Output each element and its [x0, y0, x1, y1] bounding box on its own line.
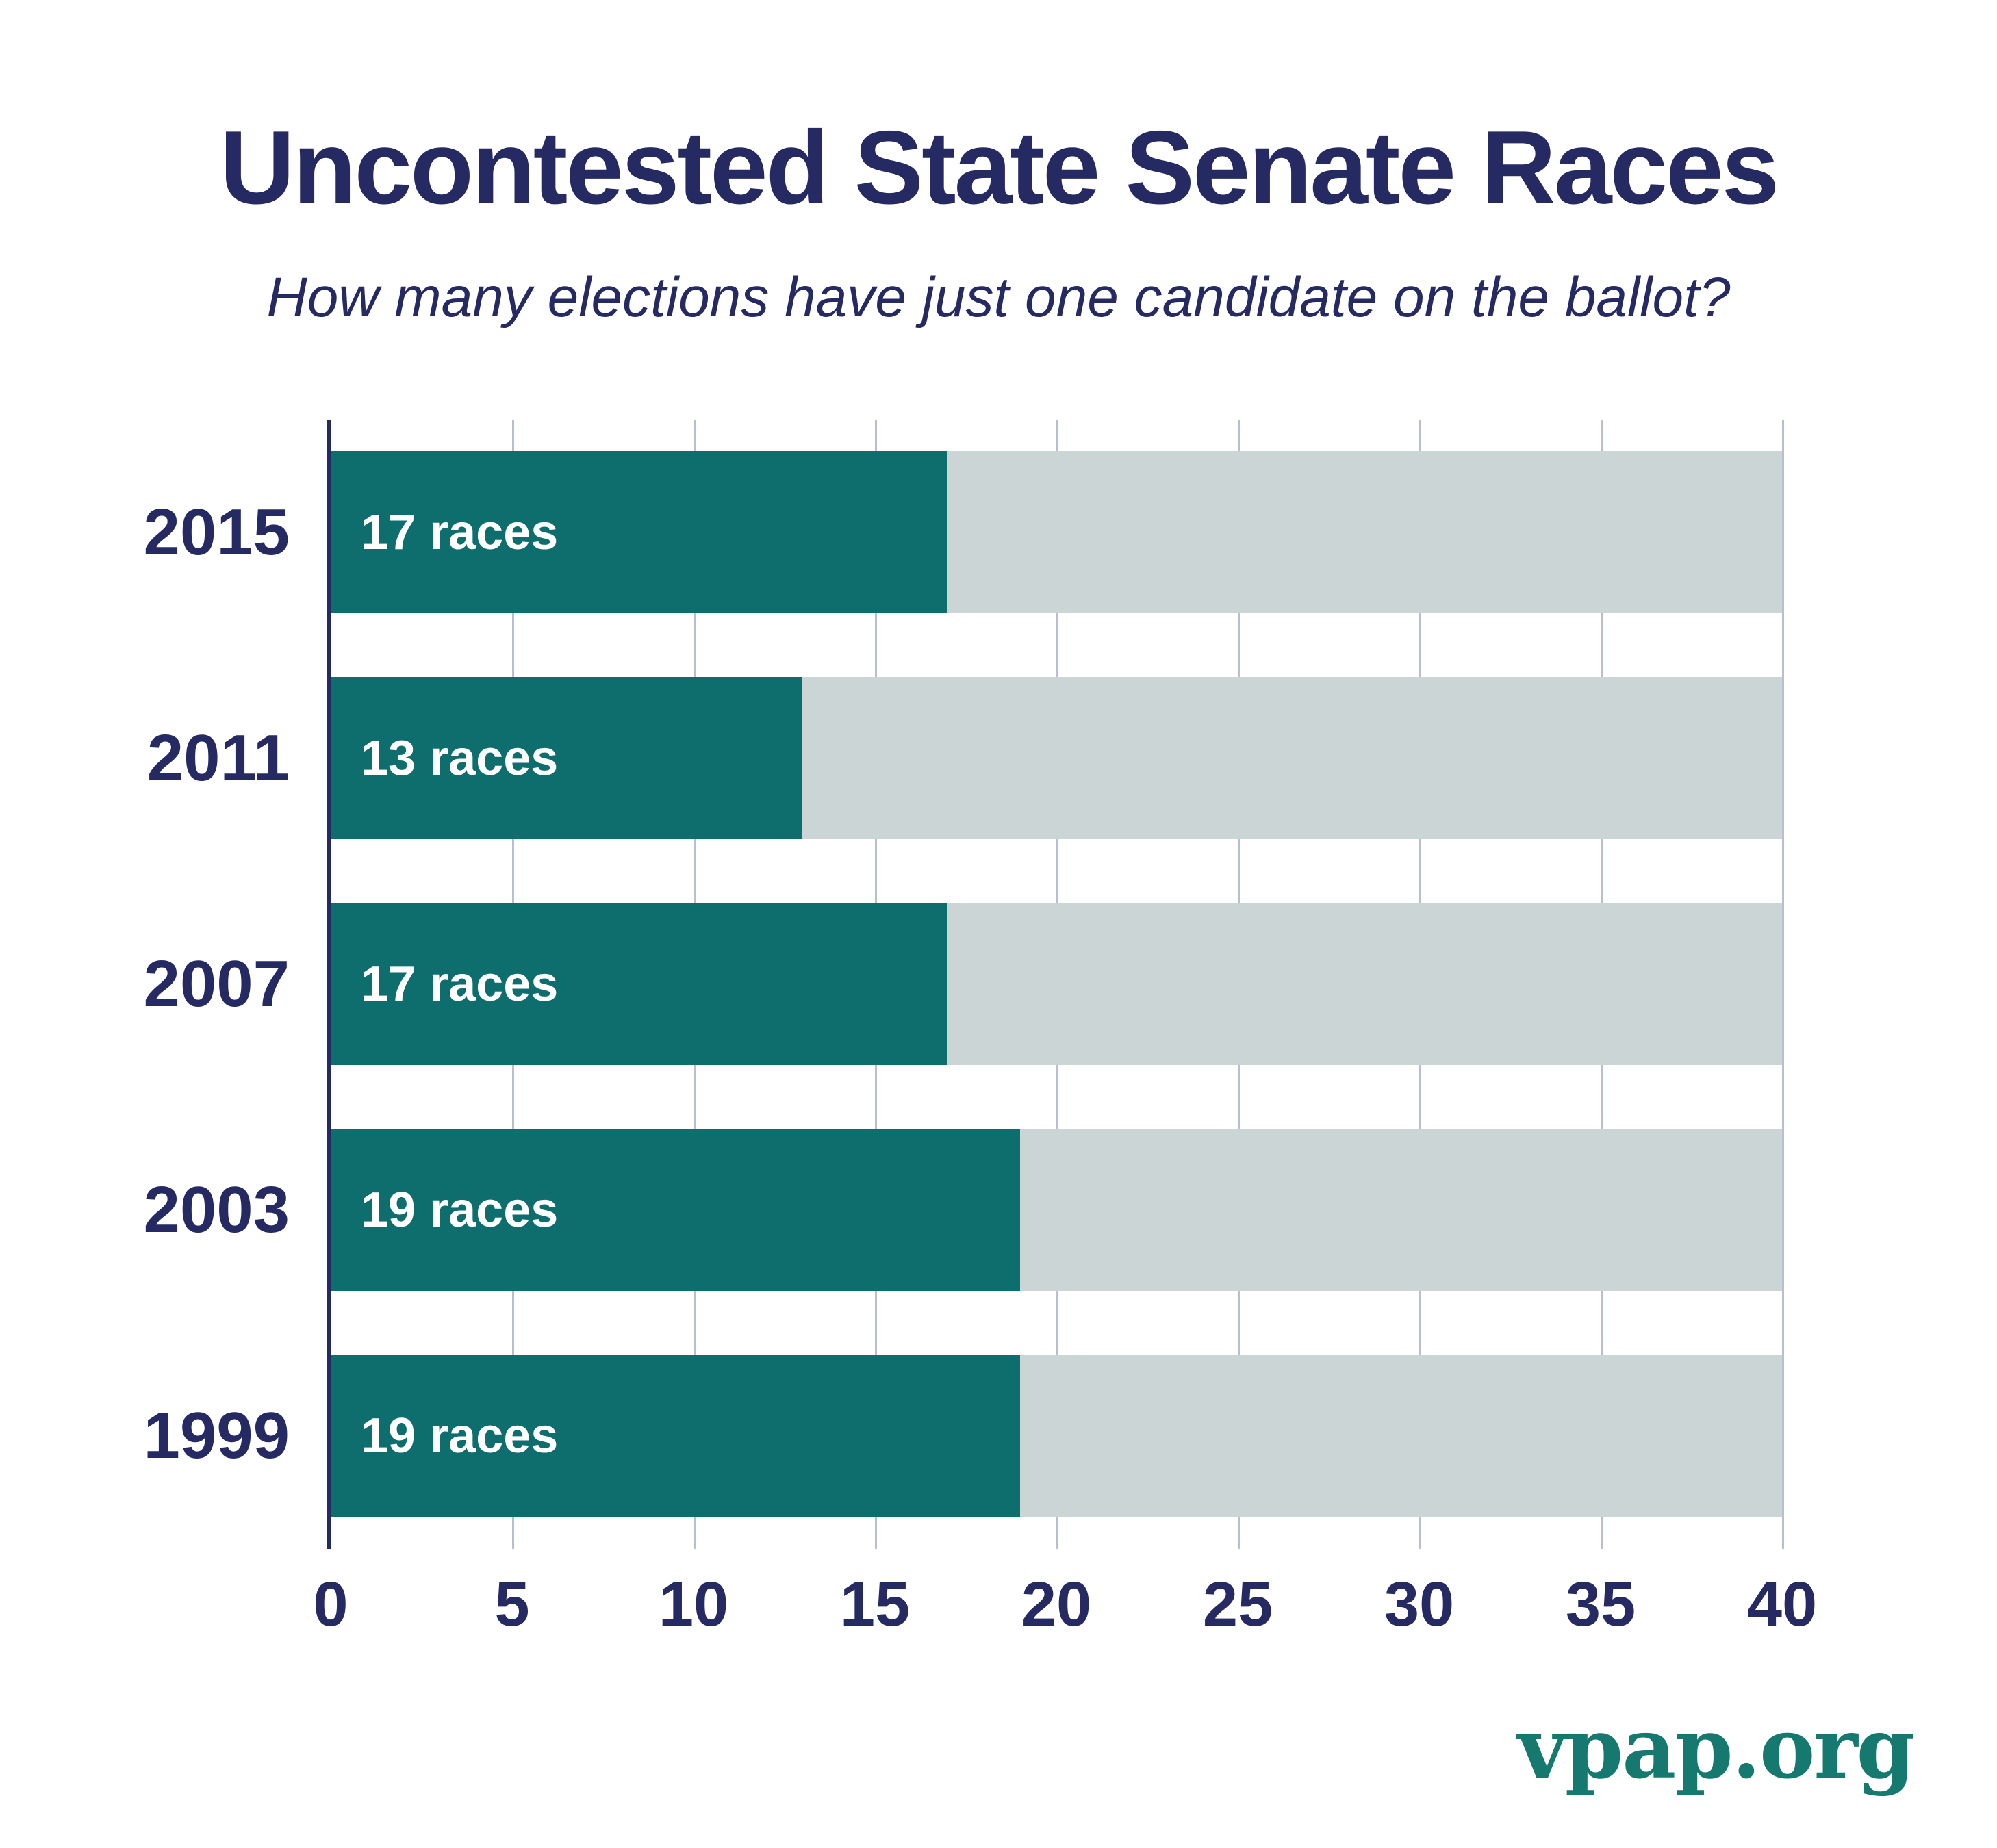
bar-value-label: 17 races [361, 504, 559, 560]
x-tick-label-30: 30 [1384, 1569, 1455, 1639]
bar-row-2011: 13 races [331, 677, 1782, 839]
gridline-40 [1782, 420, 1784, 1549]
bar-value-label: 19 races [361, 1182, 559, 1237]
vpap-logo: vpap.org [1518, 1699, 1915, 1797]
bar-fill-2015: 17 races [331, 451, 947, 613]
y-axis-line [327, 420, 331, 1549]
x-tick-label-20: 20 [1021, 1569, 1092, 1639]
bar-fill-1999: 19 races [331, 1355, 1020, 1517]
bar-value-label: 17 races [361, 956, 559, 1012]
plot-area: 17 races 13 races 17 races 19 races 19 races [327, 420, 1784, 1549]
x-tick-label-10: 10 [658, 1569, 729, 1639]
bar-row-1999: 19 races [331, 1355, 1782, 1517]
x-tick-label-15: 15 [839, 1569, 911, 1639]
x-tick-label-25: 25 [1202, 1569, 1273, 1639]
x-tick-label-35: 35 [1565, 1569, 1636, 1639]
year-label-2011: 2011 [147, 721, 290, 795]
x-tick-label-40: 40 [1746, 1569, 1818, 1639]
chart-subtitle: How many elections have just one candida… [266, 266, 1731, 329]
year-label-2003: 2003 [143, 1173, 290, 1246]
bar-fill-2011: 13 races [331, 677, 802, 839]
bar-value-label: 13 races [361, 730, 559, 786]
year-label-2007: 2007 [143, 947, 290, 1021]
year-label-2015: 2015 [143, 496, 290, 569]
bar-row-2015: 17 races [331, 451, 1782, 613]
x-tick-label-5: 5 [494, 1569, 530, 1639]
bar-row-2007: 17 races [331, 903, 1782, 1065]
x-tick-label-0: 0 [313, 1569, 348, 1639]
bar-row-2003: 19 races [331, 1129, 1782, 1291]
bar-value-label: 19 races [361, 1408, 559, 1463]
bar-fill-2003: 19 races [331, 1129, 1020, 1291]
chart-title: Uncontested State Senate Races [219, 110, 1779, 226]
bar-fill-2007: 17 races [331, 903, 947, 1065]
year-label-1999: 1999 [143, 1399, 290, 1472]
